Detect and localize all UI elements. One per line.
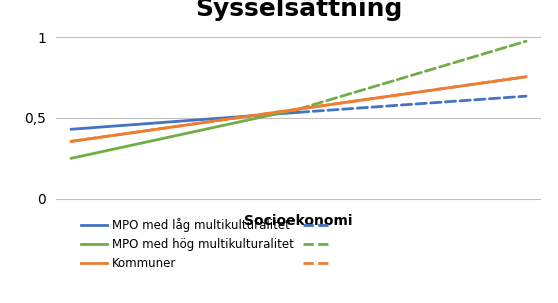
Title: Sysselsättning: Sysselsättning: [195, 0, 402, 21]
X-axis label: Socioekonomi: Socioekonomi: [244, 215, 353, 228]
Legend: MPO med låg multikulturalitet, MPO med hög multikulturalitet, Kommuner,  ,  ,  : MPO med låg multikulturalitet, MPO med h…: [76, 213, 342, 275]
